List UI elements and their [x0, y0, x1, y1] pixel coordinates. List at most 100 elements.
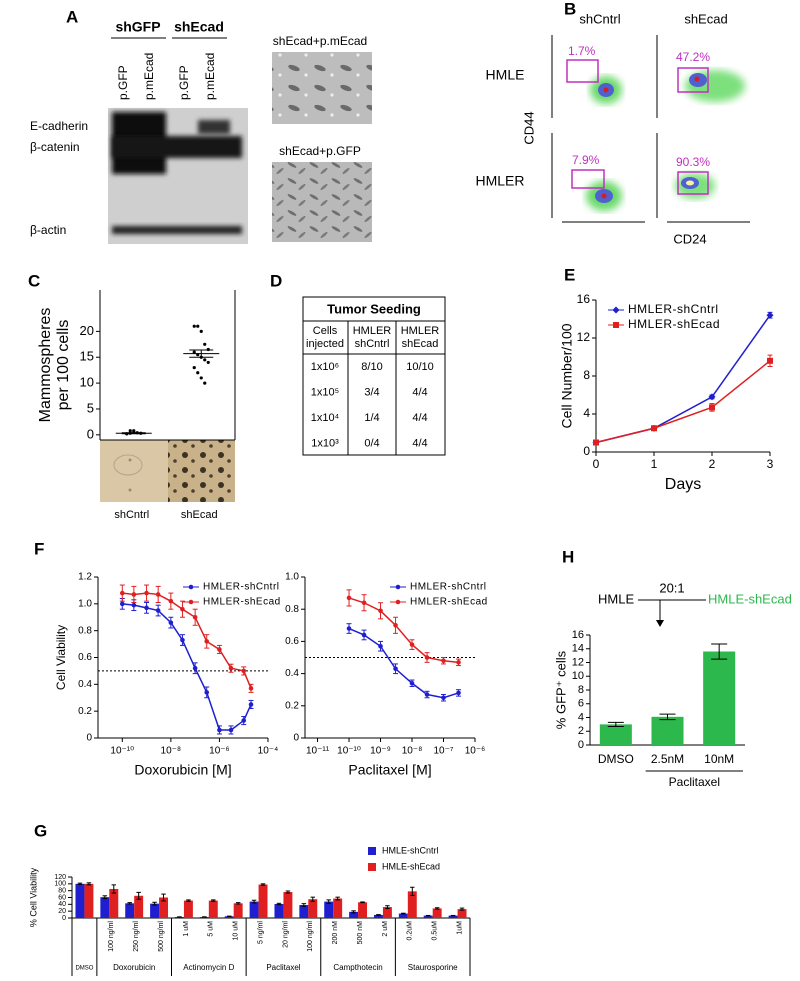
- bar: [249, 901, 259, 918]
- table-cell: 4/4: [412, 437, 427, 449]
- marker: [424, 655, 430, 660]
- y-tick-label: 10: [572, 670, 584, 682]
- x-tick-label: 3: [767, 457, 774, 471]
- flow-axis-label: CD44: [521, 111, 536, 144]
- bar: [299, 905, 309, 918]
- y-tick-label: 4: [583, 406, 590, 420]
- lane-label: p.GFP: [116, 65, 130, 100]
- series-line: [595, 360, 771, 444]
- x-tick-label: 20 ng/ml: [282, 921, 289, 948]
- x-tick-label: 10 uM: [233, 921, 240, 941]
- y-tick-label: 14: [572, 643, 584, 655]
- y-axis-label: Cell Number/100: [559, 323, 575, 428]
- y-tick-label: 0.4: [285, 668, 299, 679]
- bar: [159, 897, 169, 918]
- x-tick-label: 0.2uM: [407, 921, 414, 941]
- marker: [708, 393, 716, 401]
- band-label: β-catenin: [30, 140, 80, 154]
- bar: [324, 901, 334, 918]
- y-tick-label: 15: [80, 349, 94, 364]
- lane-label: p.mEcad: [142, 53, 156, 100]
- scheme-target: HMLE-shEcad: [708, 591, 792, 606]
- flow-density: [694, 76, 700, 82]
- marker: [361, 632, 367, 638]
- marker: [228, 665, 234, 671]
- bar: [457, 909, 467, 918]
- bar: [308, 899, 318, 918]
- flow-density: [686, 180, 694, 186]
- data-point: [196, 371, 200, 375]
- marker: [217, 727, 222, 733]
- band: [112, 136, 242, 158]
- x-tick-label: 10⁻⁸: [161, 746, 182, 757]
- marker: [188, 599, 194, 605]
- band: [112, 226, 242, 234]
- flow-column: shCntrl: [579, 11, 620, 26]
- marker: [144, 605, 149, 611]
- y-tick-label: 4: [578, 711, 584, 723]
- legend-label: HMLER-shCntrl: [410, 582, 487, 593]
- x-tick-label: 2: [709, 457, 716, 471]
- marker: [204, 639, 210, 644]
- group-label: Paclitaxel: [266, 963, 300, 972]
- series-line: [595, 314, 771, 444]
- data-point: [203, 342, 207, 346]
- bar: [150, 903, 160, 918]
- marker: [651, 425, 657, 432]
- x-tick-label: 0: [593, 457, 600, 471]
- table-header: HMLER: [401, 325, 440, 337]
- y-tick-label: 0: [578, 739, 584, 751]
- blot-panel: shGFP shEcad p.GFP p.mEcad p.GFP p.mEcad…: [30, 19, 372, 244]
- x-tick-label: 10⁻⁷: [433, 746, 453, 757]
- marker: [346, 626, 352, 631]
- legend-label: HMLER-shEcad: [410, 597, 488, 608]
- y-tick-label: 0.2: [285, 700, 299, 711]
- table-cell: 4/4: [412, 412, 427, 424]
- marker: [217, 647, 222, 652]
- y-tick-label: 0.4: [78, 679, 92, 690]
- marker: [361, 600, 367, 606]
- marker: [612, 306, 620, 314]
- x-tick-label: 10⁻¹⁰: [110, 746, 134, 757]
- marker: [228, 727, 234, 733]
- flow-density: [601, 193, 607, 199]
- y-tick-label: 16: [572, 629, 584, 641]
- data-point: [199, 329, 203, 333]
- sphere-outline: [113, 454, 143, 476]
- gate-percent: 1.7%: [568, 44, 596, 58]
- marker: [168, 620, 174, 625]
- y-tick-label: 0.6: [285, 636, 299, 647]
- y-tick-label: 20: [58, 908, 66, 915]
- bar: [703, 651, 736, 745]
- table-cell: 1/4: [364, 412, 379, 424]
- marker: [144, 590, 149, 596]
- panel-label: E: [564, 265, 575, 284]
- data-point: [192, 324, 196, 328]
- x-axis-label: Doxorubicin [M]: [134, 762, 231, 778]
- y-tick-label: 0.8: [285, 604, 299, 615]
- bar: [599, 724, 632, 745]
- marker: [395, 599, 401, 605]
- marker: [424, 692, 430, 697]
- marker: [248, 686, 254, 691]
- bar: [224, 916, 234, 918]
- y-tick-label: 1.2: [78, 572, 92, 583]
- bar: [651, 716, 684, 745]
- flow-density: [603, 87, 609, 93]
- group-label: Paclitaxel: [669, 775, 720, 789]
- marker: [131, 592, 137, 597]
- x-tick-label: 5 uM: [208, 921, 215, 937]
- panel-label: D: [270, 271, 282, 290]
- band: [198, 120, 230, 134]
- table-cell: 1x10⁶: [311, 361, 339, 373]
- x-tick-label: shEcad: [181, 509, 218, 521]
- y-tick-label: 2: [578, 725, 584, 737]
- bar: [258, 884, 268, 918]
- image-caption: shEcad+p.GFP: [279, 144, 361, 158]
- scheme-arrowhead: [656, 620, 664, 627]
- x-tick-label: 250 ng/ml: [133, 921, 140, 952]
- y-tick-label: 0.8: [78, 625, 92, 636]
- flow-gate: [677, 171, 709, 195]
- data-point: [196, 324, 200, 328]
